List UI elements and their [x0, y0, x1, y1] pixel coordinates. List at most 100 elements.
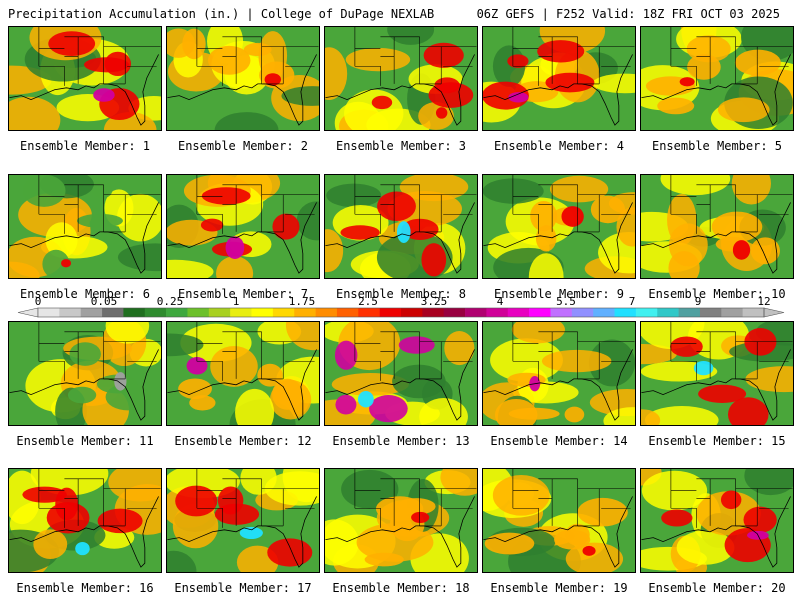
colorbar-segment: [272, 308, 295, 317]
colorbar-segment: [315, 308, 338, 317]
colorbar-tick-label: 5.5: [556, 295, 576, 308]
colorbar-tick-label: 2.5: [358, 295, 378, 308]
colorbar-tick-label: 4: [496, 295, 504, 308]
colorbar-segment: [529, 308, 551, 317]
ensemble-panel: Ensemble Member: 9: [482, 174, 636, 301]
precip-map: [166, 321, 320, 426]
colorbar-segment: [593, 308, 615, 317]
colorbar-segment: [230, 308, 252, 317]
panel-label: Ensemble Member: 15: [648, 434, 786, 448]
colorbar-tick-label: 0.05: [90, 295, 118, 308]
panel-label: Ensemble Member: 3: [335, 139, 467, 153]
colorbar-segment: [187, 308, 210, 317]
precip-map: [166, 26, 320, 131]
precip-map: [324, 468, 478, 573]
colorbar-segment: [166, 308, 188, 317]
panel-label: Ensemble Member: 6: [19, 287, 151, 301]
colorbar-segment: [486, 308, 509, 317]
ensemble-panel: Ensemble Member: 7: [166, 174, 320, 301]
colorbar-tick-label: 0.25: [156, 295, 184, 308]
precip-map: [8, 174, 162, 279]
colorbar-tick-label: 12: [757, 295, 771, 308]
colorbar-segment: [336, 308, 359, 317]
precip-map: [640, 174, 794, 279]
ensemble-panel: Ensemble Member: 4: [482, 26, 636, 153]
ensemble-panel: Ensemble Member: 3: [324, 26, 478, 153]
ensemble-panel: Ensemble Member: 12: [166, 321, 320, 448]
colorbar-arrow-right: [763, 307, 785, 318]
colorbar-segment: [59, 308, 82, 317]
precip-map: [8, 468, 162, 573]
run-valid-time: 06Z GEFS | F252 Valid: 18Z FRI OCT 03 20…: [476, 7, 780, 21]
ensemble-panel: Ensemble Member: 15: [640, 321, 794, 448]
colorbar-tick-label: 9: [694, 295, 702, 308]
precip-map: [8, 26, 162, 131]
precip-map: [324, 174, 478, 279]
precip-map: [482, 321, 636, 426]
precip-map: [482, 468, 636, 573]
colorbar-segment: [678, 308, 701, 317]
colorbar-segment: [123, 308, 146, 317]
ensemble-panel: Ensemble Member: 17: [166, 468, 320, 595]
colorbar-segment: [401, 308, 423, 317]
panel-label: Ensemble Member: 10: [648, 287, 786, 301]
ensemble-panel: Ensemble Member: 14: [482, 321, 636, 448]
ensemble-panel: Ensemble Member: 8: [324, 174, 478, 301]
precip-map: [482, 174, 636, 279]
ensemble-panel: Ensemble Member: 16: [8, 468, 162, 595]
colorbar-segment: [358, 308, 380, 317]
precip-map: [640, 468, 794, 573]
ensemble-panel: Ensemble Member: 5: [640, 26, 794, 153]
colorbar-tick-label: 7: [628, 295, 636, 308]
panel-label: Ensemble Member: 18: [332, 581, 470, 595]
colorbar-segment: [742, 308, 765, 317]
precip-map: [640, 26, 794, 131]
colorbar-tick-label: 1.75: [288, 295, 316, 308]
ensemble-panel: Ensemble Member: 11: [8, 321, 162, 448]
colorbar-arrow-left: [17, 307, 39, 318]
colorbar-graphic: [17, 307, 785, 318]
colorbar-segment: [251, 308, 274, 317]
colorbar-segment: [721, 308, 743, 317]
precip-map: [482, 26, 636, 131]
ensemble-panel: Ensemble Member: 13: [324, 321, 478, 448]
panel-label: Ensemble Member: 17: [174, 581, 312, 595]
colorbar-segment: [614, 308, 637, 317]
colorbar-segment: [635, 308, 658, 317]
panel-label: Ensemble Member: 12: [174, 434, 312, 448]
panel-label: Ensemble Member: 7: [177, 287, 309, 301]
colorbar-segment: [465, 308, 487, 317]
precip-map: [640, 321, 794, 426]
colorbar-segment: [208, 308, 231, 317]
colorbar-tick-label: 1: [232, 295, 240, 308]
colorbar-segment: [102, 308, 124, 317]
colorbar-segment: [443, 308, 466, 317]
panel-label: Ensemble Member: 2: [177, 139, 309, 153]
ensemble-panel: Ensemble Member: 2: [166, 26, 320, 153]
precip-map: [166, 174, 320, 279]
precip-map: [8, 321, 162, 426]
panel-label: Ensemble Member: 9: [493, 287, 625, 301]
panel-label: Ensemble Member: 4: [493, 139, 625, 153]
precip-map: [324, 321, 478, 426]
panel-label: Ensemble Member: 5: [651, 139, 783, 153]
colorbar-segment: [422, 308, 445, 317]
colorbar-segment: [294, 308, 316, 317]
ensemble-panel: Ensemble Member: 6: [8, 174, 162, 301]
panel-label: Ensemble Member: 11: [16, 434, 154, 448]
precip-map: [166, 468, 320, 573]
precip-colorbar: 0 0.05 0.25 1 1.75 2.5 3.25 4 5.5 7 9 12: [0, 296, 800, 320]
colorbar-segment: [571, 308, 594, 317]
ensemble-panel: Ensemble Member: 1: [8, 26, 162, 153]
colorbar-segment: [80, 308, 103, 317]
colorbar-segment: [657, 308, 679, 317]
colorbar-segment: [507, 308, 530, 317]
colorbar-tick-label: 0: [34, 295, 42, 308]
panel-label: Ensemble Member: 13: [332, 434, 470, 448]
colorbar-segment: [379, 308, 402, 317]
panel-label: Ensemble Member: 14: [490, 434, 628, 448]
panel-label: Ensemble Member: 20: [648, 581, 786, 595]
map-title: Precipitation Accumulation (in.) | Colle…: [8, 7, 435, 21]
colorbar-segment: [550, 308, 573, 317]
